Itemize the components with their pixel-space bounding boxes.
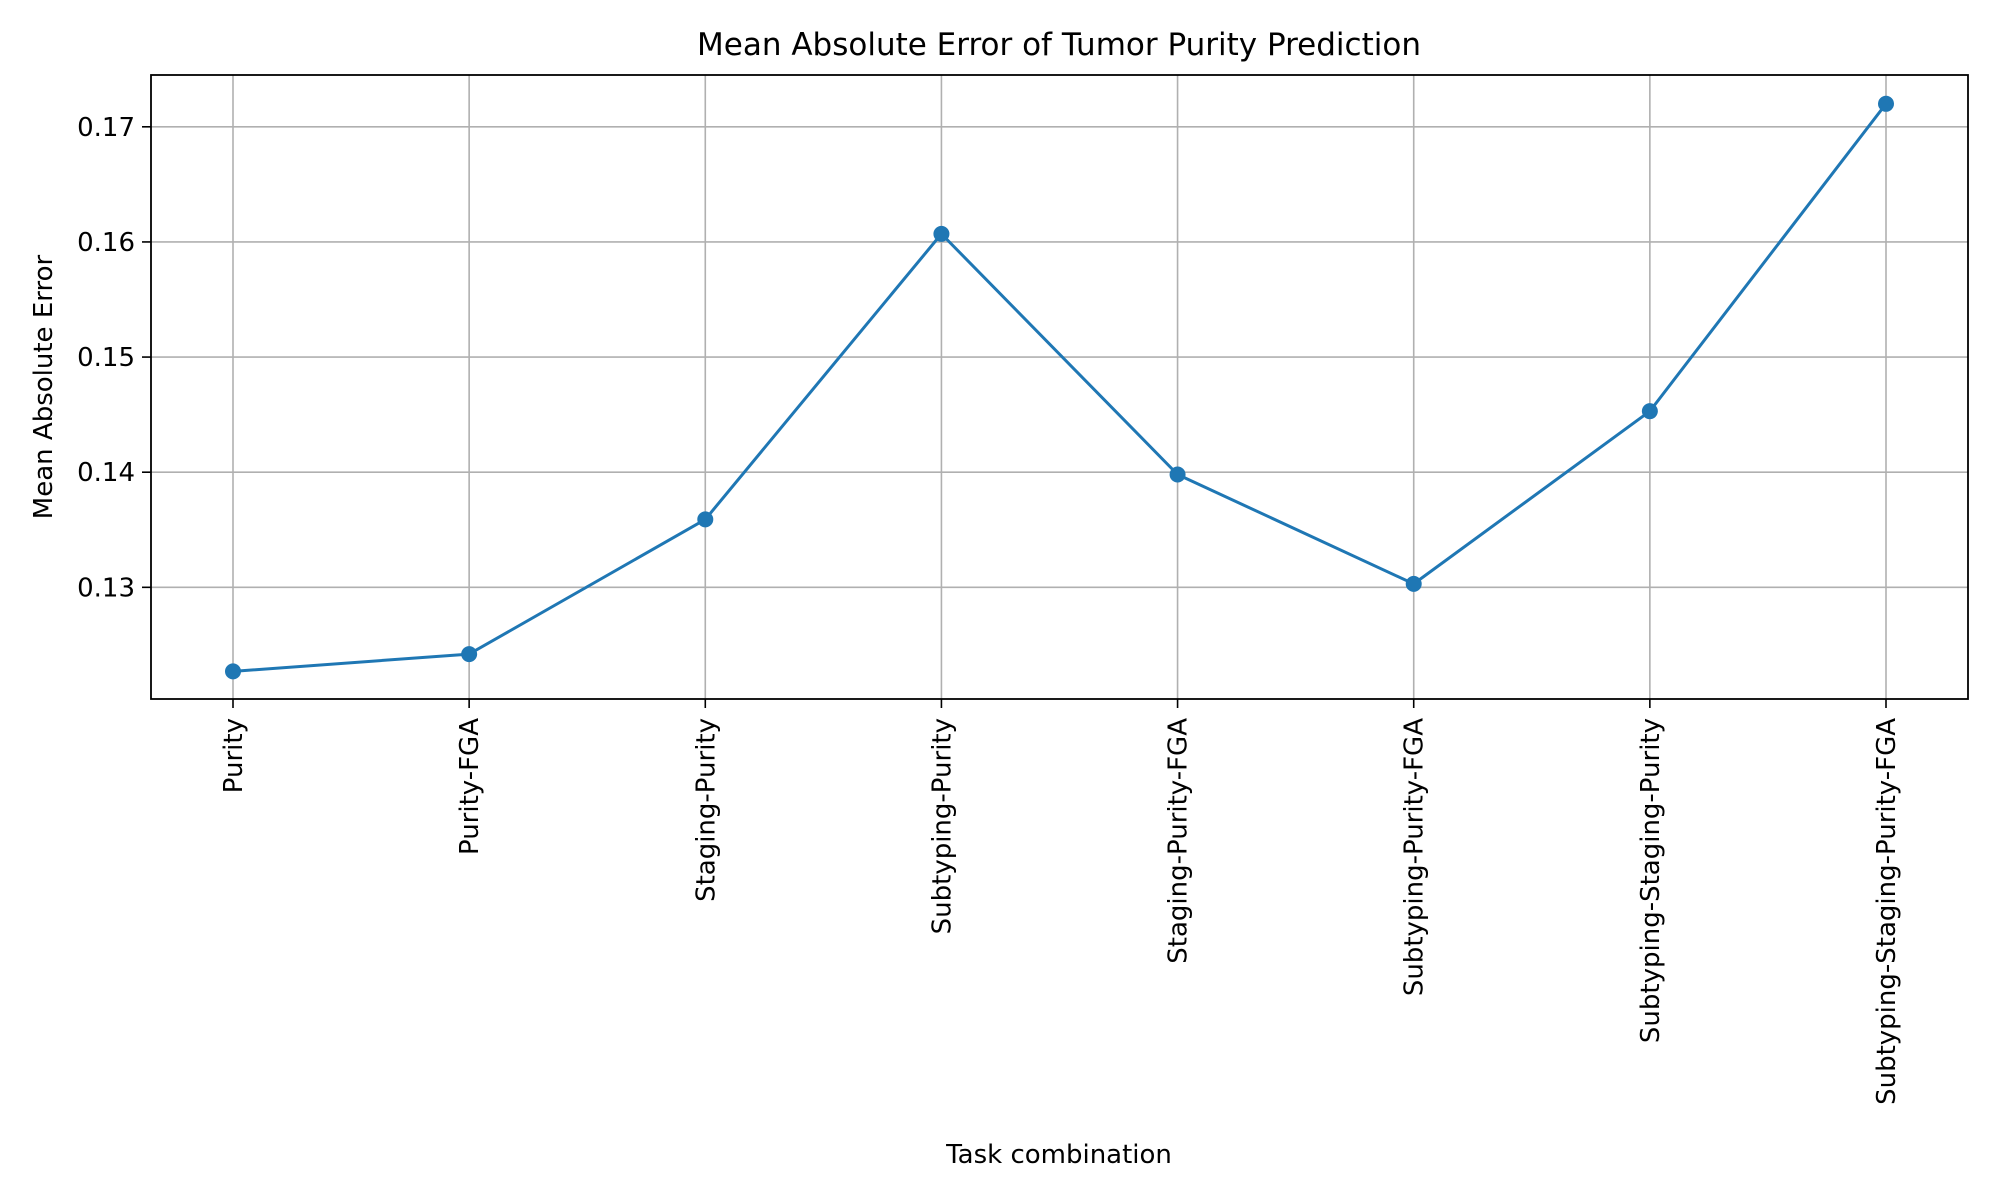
data-point: [1169, 466, 1186, 483]
data-point: [933, 225, 950, 242]
x-tick-label: Subtyping-Staging-Purity: [1636, 718, 1666, 1043]
x-tick-label: Staging-Purity-FGA: [1164, 718, 1194, 964]
plot-frame: [150, 74, 1969, 700]
y-tick-label: 0.17: [77, 113, 135, 143]
data-point: [1641, 403, 1658, 420]
y-tick-label: 0.13: [77, 573, 135, 603]
data-point: [225, 663, 241, 680]
data-point: [697, 511, 714, 528]
x-tick-label: Staging-Purity: [691, 718, 721, 902]
data-point: [461, 646, 478, 663]
y-axis-ticks: 0.13 0.14 0.15 0.16 0.17: [77, 113, 151, 603]
x-tick-label: Purity: [219, 718, 249, 793]
data-point: [1878, 95, 1894, 112]
series-layer: [225, 95, 1894, 680]
chart-title: Mean Absolute Error of Tumor Purity Pred…: [697, 27, 1421, 63]
data-point: [1405, 575, 1422, 592]
x-tick-label: Subtyping-Purity: [927, 718, 957, 934]
x-tick-label: Subtyping-Staging-Purity-FGA: [1872, 718, 1902, 1105]
x-tick-label: Subtyping-Purity-FGA: [1400, 718, 1430, 996]
y-axis-label: Mean Absolute Error: [29, 255, 59, 520]
grid-lines: [151, 75, 1968, 699]
y-tick-label: 0.15: [77, 343, 135, 373]
y-tick-label: 0.14: [77, 458, 135, 488]
y-tick-label: 0.16: [77, 228, 135, 258]
x-axis-ticks: Purity Purity-FGA Staging-Purity Subtyping-…: [219, 699, 1902, 1105]
series-line: [232, 102, 1888, 673]
x-axis-label: Task combination: [945, 1140, 1172, 1170]
x-tick-label: Purity-FGA: [455, 718, 485, 855]
